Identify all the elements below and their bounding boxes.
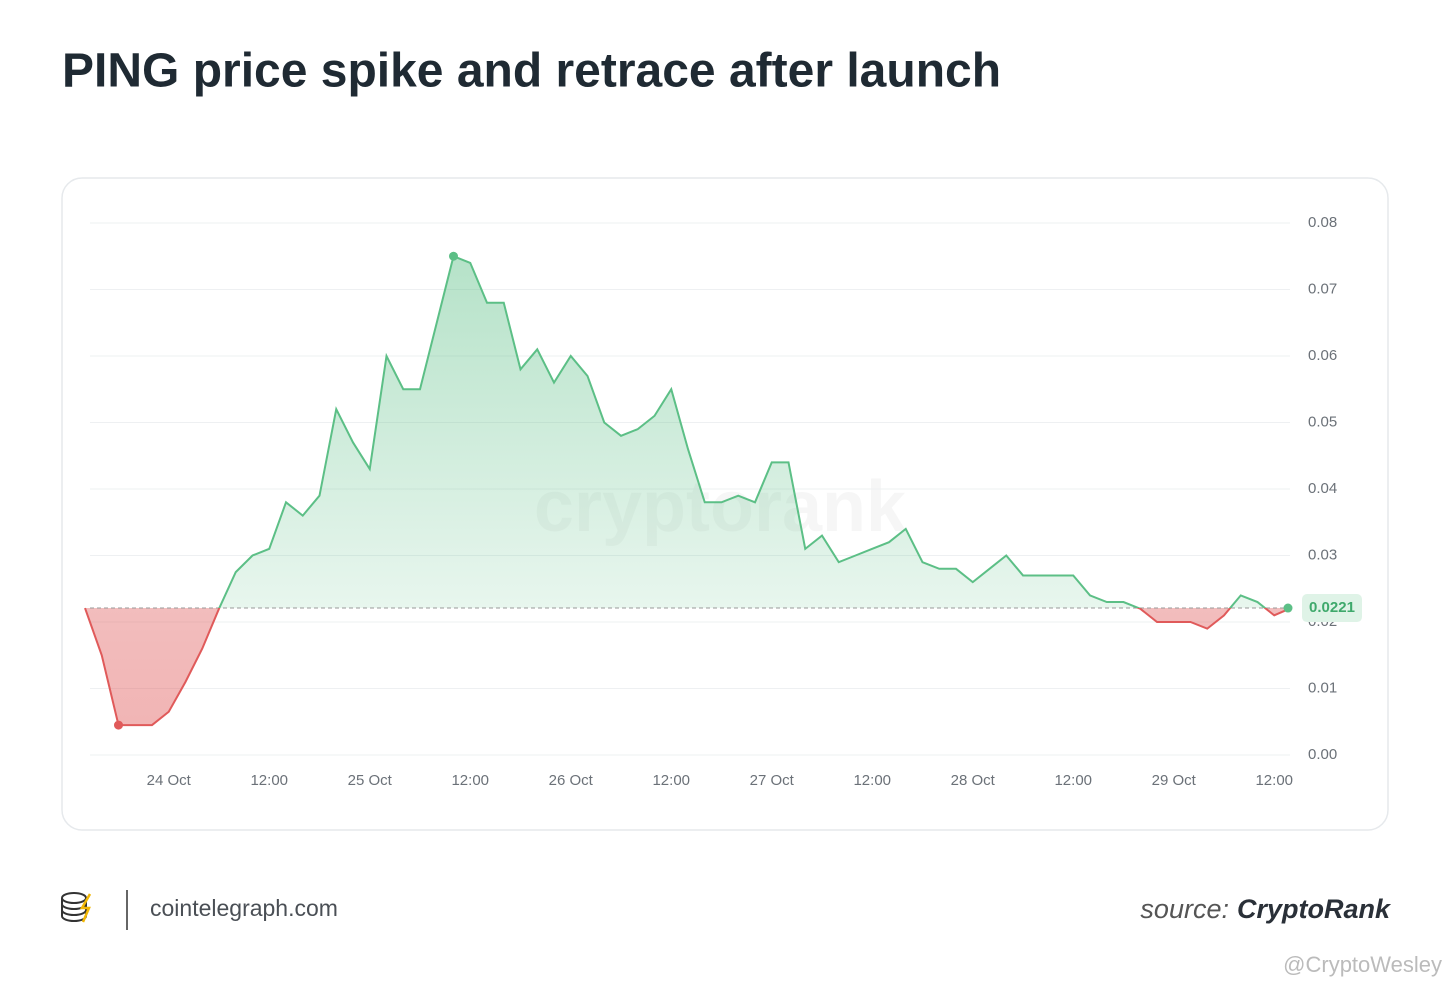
logo: [61, 892, 92, 923]
y-tick-label: 0.01: [1308, 679, 1337, 696]
last-point: [1283, 603, 1293, 613]
max-point: [449, 251, 458, 261]
last-value-label: 0.0221: [1309, 599, 1355, 616]
y-tick-label: 0.03: [1308, 546, 1337, 563]
footer-source: source: CryptoRank: [1140, 894, 1392, 924]
x-tick-label: 12:00: [250, 772, 288, 789]
source-prefix: source:: [1140, 894, 1229, 924]
x-tick-label: 26 Oct: [549, 772, 594, 789]
x-tick-label: 12:00: [652, 772, 690, 789]
area-up: [219, 256, 1266, 609]
x-tick-label: 29 Oct: [1152, 772, 1197, 789]
x-tick-label: 27 Oct: [750, 772, 795, 789]
price-line-up: [85, 254, 1291, 609]
x-tick-label: 12:00: [853, 772, 891, 789]
x-tick-label: 25 Oct: [348, 772, 393, 789]
credit: @CryptoWesley: [1283, 952, 1442, 977]
area-down: [85, 608, 1291, 726]
y-tick-label: 0.04: [1308, 480, 1337, 497]
y-tick-label: 0.07: [1308, 280, 1337, 297]
x-tick-label: 12:00: [1255, 772, 1293, 789]
x-tick-label: 28 Oct: [951, 772, 996, 789]
y-tick-label: 0.05: [1308, 413, 1337, 430]
source-name: CryptoRank: [1237, 894, 1392, 924]
y-tick-label: 0.00: [1308, 746, 1337, 763]
x-tick-label: 12:00: [1054, 772, 1092, 789]
min-point: [114, 720, 123, 730]
footer-site: cointelegraph.com: [150, 895, 338, 921]
last-value-badge: [1302, 594, 1362, 623]
chart-title: PING price spike and retrace after launc…: [62, 45, 1001, 98]
x-tick-label: 24 Oct: [147, 772, 192, 789]
y-tick-label: 0.06: [1308, 347, 1337, 364]
y-tick-label: 0.08: [1308, 214, 1337, 231]
x-tick-label: 12:00: [451, 772, 489, 789]
